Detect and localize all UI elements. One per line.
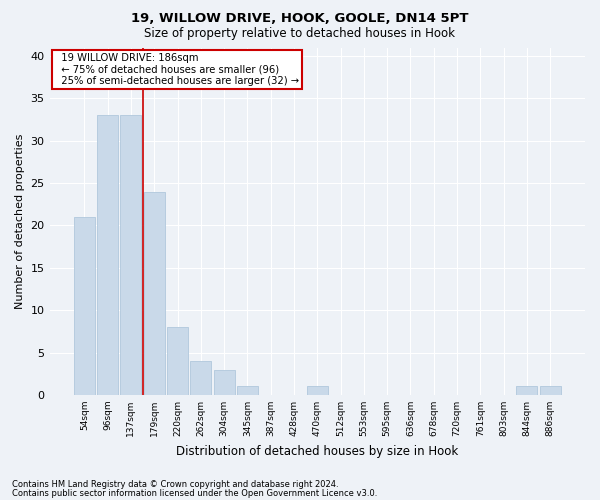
X-axis label: Distribution of detached houses by size in Hook: Distribution of detached houses by size … (176, 444, 458, 458)
Text: Contains public sector information licensed under the Open Government Licence v3: Contains public sector information licen… (12, 488, 377, 498)
Bar (121, 116, 142, 395)
Bar (214, 370, 235, 395)
Bar (539, 386, 560, 395)
Bar (144, 192, 165, 395)
Text: 19, WILLOW DRIVE, HOOK, GOOLE, DN14 5PT: 19, WILLOW DRIVE, HOOK, GOOLE, DN14 5PT (131, 12, 469, 26)
Bar (237, 386, 258, 395)
Y-axis label: Number of detached properties: Number of detached properties (15, 134, 25, 309)
Bar (74, 217, 95, 395)
Text: Contains HM Land Registry data © Crown copyright and database right 2024.: Contains HM Land Registry data © Crown c… (12, 480, 338, 489)
Bar (167, 327, 188, 395)
Text: Size of property relative to detached houses in Hook: Size of property relative to detached ho… (145, 28, 455, 40)
Bar (190, 361, 211, 395)
Bar (307, 386, 328, 395)
Bar (517, 386, 538, 395)
Text: 19 WILLOW DRIVE: 186sqm
  ← 75% of detached houses are smaller (96)
  25% of sem: 19 WILLOW DRIVE: 186sqm ← 75% of detache… (55, 52, 299, 86)
Bar (97, 116, 118, 395)
